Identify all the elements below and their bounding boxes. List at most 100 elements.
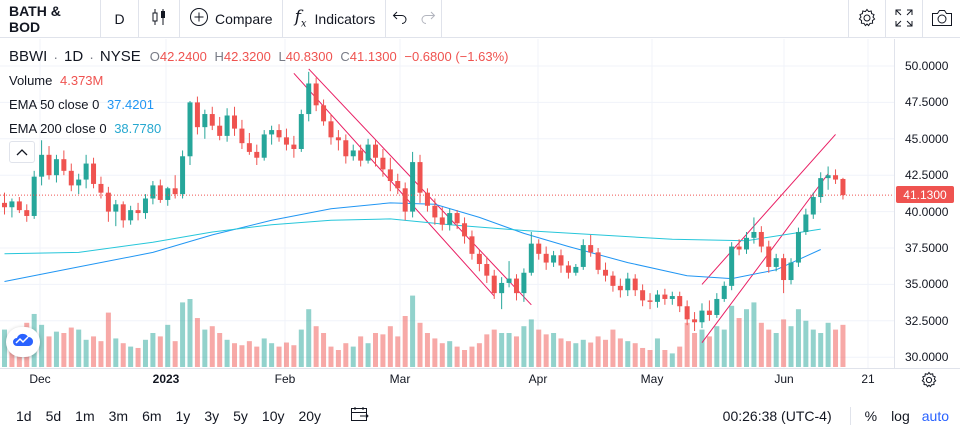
range-button-10y[interactable]: 10y: [261, 407, 285, 424]
candle-body: [246, 143, 252, 152]
compare-label: Compare: [215, 10, 273, 27]
candle-body: [113, 204, 119, 212]
candle-body: [766, 246, 772, 267]
candle-body: [476, 253, 482, 265]
fullscreen-button[interactable]: [885, 0, 922, 38]
snapshot-button[interactable]: [922, 0, 960, 38]
volume-bar: [840, 324, 846, 367]
candle-body: [714, 298, 720, 315]
candle-body: [491, 275, 497, 294]
volume-bar: [269, 343, 275, 367]
range-button-3m[interactable]: 3m: [108, 407, 129, 424]
candle-body: [625, 278, 631, 291]
candle-body: [588, 245, 594, 253]
volume-bar: [157, 336, 163, 367]
redo-button[interactable]: [414, 0, 443, 38]
candle-body: [432, 205, 438, 218]
volume-bar: [283, 342, 289, 367]
chart-type-button[interactable]: [139, 0, 180, 38]
candle-body: [454, 213, 460, 224]
open-value: 42.2400: [159, 49, 207, 64]
volume-bar: [625, 341, 631, 367]
tradingview-logo[interactable]: [6, 327, 40, 357]
candle-body: [217, 125, 223, 136]
legend-ticker[interactable]: BBWI: [9, 48, 48, 65]
candle-body: [157, 185, 163, 200]
volume-bar: [499, 333, 505, 367]
candle-body: [833, 175, 839, 180]
volume-bar: [217, 333, 223, 367]
candle-body: [358, 150, 364, 161]
price-axis-label: 35.0000: [905, 277, 949, 292]
symbol-search-button[interactable]: BATH & BOD: [0, 0, 101, 38]
volume-bar: [654, 338, 660, 367]
price-axis-label: 30.0000: [905, 350, 949, 365]
candle-body: [395, 181, 401, 189]
volume-bar: [521, 326, 527, 367]
range-buttons: 1d 5d 1m 3m 6m 1y 3y 5y 10y 20y: [9, 408, 328, 424]
ema200-legend-row[interactable]: EMA 200 close 0 38.7780: [9, 119, 508, 139]
range-button-1d[interactable]: 1d: [16, 407, 32, 424]
log-toggle[interactable]: log: [891, 407, 910, 424]
interval-button[interactable]: D: [101, 0, 139, 38]
undo-button[interactable]: [386, 0, 414, 38]
settings-button[interactable]: [848, 0, 885, 38]
range-button-5d[interactable]: 5d: [45, 407, 62, 424]
volume-bar: [98, 341, 104, 367]
range-button-1m[interactable]: 1m: [75, 407, 95, 424]
channel-line: [293, 72, 495, 297]
candle-body: [76, 179, 82, 186]
candle-body: [706, 310, 712, 315]
last-price-tag: 41.1300: [896, 186, 954, 203]
volume-bar: [714, 326, 720, 367]
candle-body: [150, 185, 156, 199]
time-axis-settings-button[interactable]: [920, 371, 938, 389]
candle-body: [729, 246, 735, 286]
price-axis-label: 40.0000: [905, 204, 949, 219]
indicators-button[interactable]: fx Indicators: [283, 0, 387, 38]
price-axis-label: 50.0000: [905, 59, 949, 73]
legend-collapse-button[interactable]: [9, 141, 35, 163]
time-axis-label: Jun: [774, 372, 794, 386]
range-button-20y[interactable]: 20y: [298, 407, 322, 424]
candle-body: [662, 294, 668, 299]
volume-bar: [729, 305, 735, 367]
candle-body: [24, 210, 30, 216]
candle-body: [298, 114, 304, 149]
volume-bar: [462, 350, 468, 367]
candle-body: [135, 210, 141, 214]
candle-body: [484, 264, 490, 276]
candle-body: [239, 128, 245, 144]
volume-bar: [39, 324, 45, 367]
volume-legend-row[interactable]: Volume 4.373M: [9, 71, 508, 91]
candle-body: [439, 217, 445, 225]
redo-icon: [420, 10, 436, 27]
auto-toggle[interactable]: auto: [921, 407, 949, 424]
compare-button[interactable]: Compare: [180, 0, 283, 38]
calendar-icon: [350, 407, 370, 425]
volume-bar: [358, 336, 364, 367]
volume-bar: [61, 333, 67, 367]
volume-bar: [736, 318, 742, 367]
candle-body: [291, 144, 297, 149]
range-button-1y[interactable]: 1y: [175, 407, 191, 424]
ema50-legend-row[interactable]: EMA 50 close 0 37.4201: [9, 95, 508, 115]
volume-bar: [328, 346, 334, 367]
timezone-clock[interactable]: 00:26:38 (UTC-4): [722, 407, 832, 424]
volume-bar: [744, 309, 749, 367]
ema50-value: 37.4201: [106, 97, 154, 112]
volume-bar: [313, 326, 319, 367]
range-button-5y[interactable]: 5y: [233, 407, 248, 424]
volume-bar: [291, 345, 297, 367]
date-range-button[interactable]: [350, 406, 370, 425]
volume-bar: [2, 329, 7, 367]
range-button-3y[interactable]: 3y: [204, 407, 220, 424]
candle-body: [209, 114, 215, 126]
volume-bar: [380, 334, 386, 367]
candle-body: [751, 231, 757, 238]
candle-body: [128, 210, 134, 221]
volume-bar: [669, 353, 675, 367]
percent-toggle[interactable]: %: [864, 407, 878, 424]
range-button-6m[interactable]: 6m: [142, 407, 162, 424]
candle-body: [573, 266, 579, 273]
